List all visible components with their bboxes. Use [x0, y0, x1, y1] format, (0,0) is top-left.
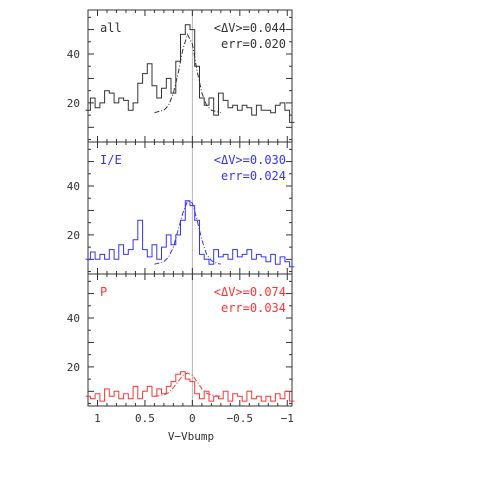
stat-error: err=0.020 [221, 37, 286, 51]
panel-0: 20 40 all <ΔV>=0.044 err=0.020 [67, 9, 295, 143]
fit-series [154, 372, 221, 397]
stat-mean-shift: <ΔV>=0.044 [214, 21, 286, 35]
stat-error: err=0.034 [221, 301, 286, 315]
y-tick-label: 20 [67, 97, 80, 110]
x-tick-label: 0.5 [135, 412, 155, 425]
x-tick-label: −1 [281, 412, 294, 425]
stat-mean-shift: <ΔV>=0.074 [214, 285, 286, 299]
y-tick-label: 40 [67, 48, 80, 61]
y-tick-label: 20 [67, 361, 80, 374]
fit-series [154, 33, 221, 114]
panel-label: I/E [100, 153, 122, 167]
x-tick-label: 0 [189, 412, 196, 425]
stat-mean-shift: <ΔV>=0.030 [214, 153, 286, 167]
histogram-series [85, 371, 295, 402]
stat-error: err=0.024 [221, 169, 286, 183]
y-tick-label: 40 [67, 312, 80, 325]
panel-1: 20 40 I/E <ΔV>=0.030 err=0.024 [67, 141, 295, 275]
histogram-series [85, 200, 295, 268]
y-tick-label: 40 [67, 180, 80, 193]
panel-label: P [100, 285, 107, 299]
panel-label: all [100, 21, 122, 35]
panel-frame [87, 273, 293, 407]
x-axis-label: V−Vbump [168, 430, 214, 443]
y-tick-label: 20 [67, 229, 80, 242]
panel-2: 20 40 P <ΔV>=0.074 err=0.034 1 0.5 0 −0.5 −1 [67, 273, 295, 425]
fit-series [154, 200, 221, 265]
x-tick-label: −0.5 [227, 412, 254, 425]
histogram-series [85, 24, 295, 123]
x-tick-label: 1 [94, 412, 101, 425]
